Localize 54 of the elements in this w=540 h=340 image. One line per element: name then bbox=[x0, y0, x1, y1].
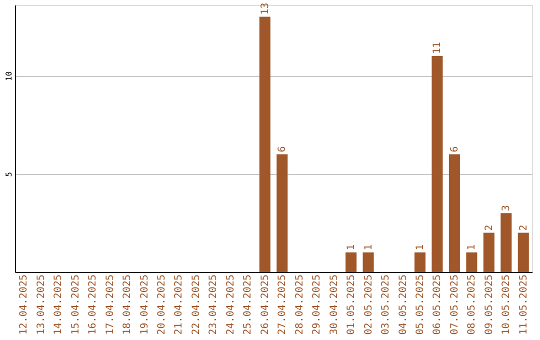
data-label: 1 bbox=[414, 244, 426, 250]
bar bbox=[362, 252, 374, 272]
data-label: 6 bbox=[449, 146, 460, 152]
bar bbox=[448, 154, 460, 272]
x-tick-label: 17.04.2025 bbox=[104, 274, 116, 335]
bar bbox=[432, 56, 443, 272]
x-tick-label: 09.05.2025 bbox=[484, 274, 495, 335]
x-tick-label: 25.04.2025 bbox=[242, 274, 254, 335]
x-tick-label: 16.04.2025 bbox=[88, 274, 99, 335]
x-tick-label: 01.05.2025 bbox=[346, 274, 358, 335]
x-tick-label: 19.04.2025 bbox=[139, 274, 150, 335]
data-label: 2 bbox=[518, 224, 530, 231]
x-tick-label: 21.04.2025 bbox=[174, 274, 185, 335]
x-tick-label: 27.04.2025 bbox=[277, 274, 288, 335]
bar bbox=[259, 16, 270, 272]
x-tick-label: 02.05.2025 bbox=[363, 274, 374, 335]
x-tick-label: 29.04.2025 bbox=[312, 274, 323, 335]
x-tick-label: 15.04.2025 bbox=[70, 274, 82, 335]
x-tick-label: 08.05.2025 bbox=[466, 274, 478, 335]
data-label: 6 bbox=[277, 146, 288, 152]
x-tick-label: 20.04.2025 bbox=[156, 274, 168, 335]
bar bbox=[346, 252, 357, 272]
x-tick-label: 12.04.2025 bbox=[18, 274, 30, 335]
x-tick-label: 07.05.2025 bbox=[449, 274, 460, 335]
x-tick-label: 18.04.2025 bbox=[122, 274, 134, 335]
data-label: 13 bbox=[260, 2, 271, 15]
data-label: 1 bbox=[346, 244, 358, 250]
x-tick-label: 13.04.2025 bbox=[36, 274, 47, 335]
x-tick-label: 23.04.2025 bbox=[208, 274, 220, 335]
x-tick-label: 22.04.2025 bbox=[190, 274, 202, 335]
bar bbox=[414, 252, 426, 272]
x-tick-label: 14.04.2025 bbox=[53, 274, 64, 335]
x-tick-label: 04.05.2025 bbox=[398, 274, 409, 335]
x-tick-label: 10.05.2025 bbox=[501, 274, 512, 335]
x-tick-label: 26.04.2025 bbox=[260, 274, 271, 335]
y-tick-label: 10 bbox=[4, 71, 14, 81]
data-label: 11 bbox=[432, 42, 444, 54]
bar bbox=[483, 232, 494, 272]
data-label: 2 bbox=[484, 224, 495, 231]
bar bbox=[466, 252, 478, 272]
x-tick-label: 30.04.2025 bbox=[328, 274, 340, 335]
x-tick-label: 24.04.2025 bbox=[225, 274, 236, 335]
x-tick-label: 11.05.2025 bbox=[518, 274, 530, 335]
x-tick-label: 06.05.2025 bbox=[432, 274, 444, 335]
data-label: 1 bbox=[363, 244, 374, 250]
x-tick-label: 05.05.2025 bbox=[414, 274, 426, 335]
x-tick-label: 03.05.2025 bbox=[380, 274, 392, 335]
bar bbox=[518, 232, 529, 272]
bar bbox=[500, 213, 512, 272]
data-label: 1 bbox=[466, 244, 478, 250]
x-tick-label: 28.04.2025 bbox=[294, 274, 306, 335]
y-tick-label: 5 bbox=[4, 172, 14, 177]
data-label: 3 bbox=[501, 205, 512, 212]
bar bbox=[276, 154, 288, 272]
